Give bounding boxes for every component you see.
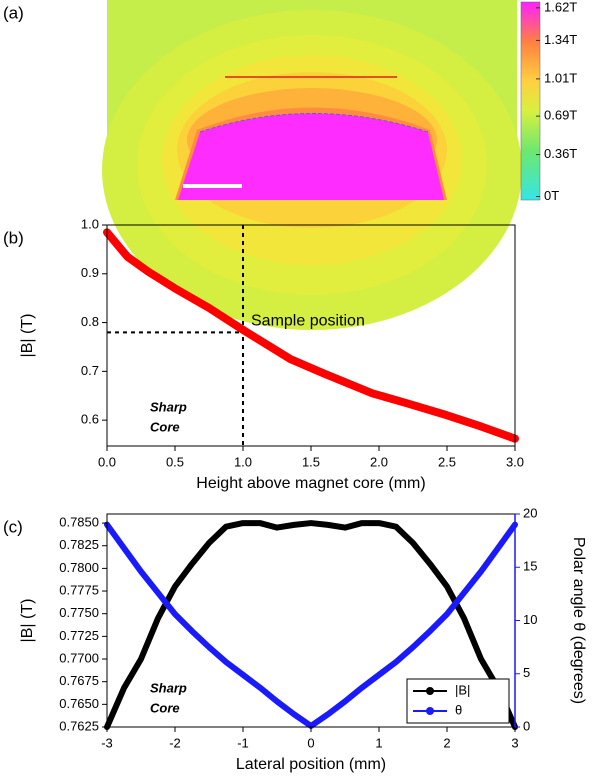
y-tick-label: 0.7750 bbox=[59, 605, 99, 620]
core-label: Core bbox=[150, 700, 180, 715]
colorbar bbox=[520, 1, 541, 201]
panel-label: (c) bbox=[3, 517, 23, 536]
y2-tick-label: 10 bbox=[523, 612, 537, 627]
legend-label: |B| bbox=[455, 682, 470, 697]
core-label: Core bbox=[150, 419, 180, 434]
x-tick-label: 0 bbox=[307, 735, 314, 750]
x-tick-label: 1.5 bbox=[302, 454, 320, 469]
x-tick-label: -3 bbox=[101, 735, 113, 750]
annotation: Sample position bbox=[251, 313, 365, 330]
field-map bbox=[102, 0, 541, 330]
y2-tick-label: 0 bbox=[523, 718, 530, 733]
legend-label: θ bbox=[455, 702, 462, 717]
y-tick-label: 0.7800 bbox=[59, 560, 99, 575]
core-label: Sharp bbox=[150, 399, 187, 414]
y-tick-label: 0.7775 bbox=[59, 582, 99, 597]
y-tick-label: 0.7625 bbox=[59, 718, 99, 733]
y2-axis-title: Polar angle θ (degrees) bbox=[570, 537, 587, 704]
y-tick-label: 0.7650 bbox=[59, 696, 99, 711]
y-tick-label: 0.7850 bbox=[59, 515, 99, 530]
y-axis-title: |B| (T) bbox=[19, 599, 36, 643]
y-tick-label: 0.8 bbox=[81, 314, 99, 329]
y2-tick-label: 15 bbox=[523, 559, 537, 574]
colorbar-label: 1.34T bbox=[544, 32, 577, 47]
y-axis-title: |B| (T) bbox=[19, 314, 36, 358]
colorbar-label: 0T bbox=[544, 188, 559, 203]
x-tick-label: -1 bbox=[237, 735, 249, 750]
y-tick-label: 0.7725 bbox=[59, 628, 99, 643]
x-tick-label: 0.5 bbox=[166, 454, 184, 469]
y2-tick-label: 20 bbox=[523, 505, 537, 520]
core-label: Sharp bbox=[150, 680, 187, 695]
x-tick-label: 1.0 bbox=[234, 454, 252, 469]
y-tick-label: 0.7 bbox=[81, 363, 99, 378]
core-outline bbox=[199, 113, 429, 133]
panel-label: (b) bbox=[3, 228, 24, 247]
y-tick-label: 0.9 bbox=[81, 265, 99, 280]
x-tick-label: 2 bbox=[443, 735, 450, 750]
legend-box bbox=[406, 678, 510, 724]
colorbar-label: 0.69T bbox=[544, 108, 577, 123]
y-tick-label: 1.0 bbox=[81, 216, 99, 231]
legend-marker bbox=[426, 687, 434, 695]
y-tick-label: 0.7700 bbox=[59, 650, 99, 665]
y2-tick-label: 5 bbox=[523, 665, 530, 680]
y-tick-label: 0.7675 bbox=[59, 673, 99, 688]
data-line bbox=[104, 521, 518, 729]
panel-label: (a) bbox=[3, 3, 24, 22]
colorbar-label: 1.01T bbox=[544, 70, 577, 85]
data-line bbox=[104, 520, 518, 730]
x-tick-label: 3.0 bbox=[506, 454, 524, 469]
colorbar-label: 1.62T bbox=[544, 0, 577, 14]
legend-marker bbox=[426, 707, 434, 715]
data-line bbox=[103, 228, 519, 443]
y-tick-label: 0.6 bbox=[81, 412, 99, 427]
x-tick-label: 2.0 bbox=[370, 454, 388, 469]
colorbar-label: 0.36T bbox=[544, 146, 577, 161]
x-tick-label: 3 bbox=[511, 735, 518, 750]
x-axis-title: Lateral position (mm) bbox=[236, 756, 386, 773]
x-tick-label: -2 bbox=[169, 735, 181, 750]
x-tick-label: 0.0 bbox=[98, 454, 116, 469]
x-tick-label: 2.5 bbox=[438, 454, 456, 469]
magnet-core bbox=[178, 113, 444, 200]
x-tick-label: 1 bbox=[375, 735, 382, 750]
x-axis-title: Height above magnet core (mm) bbox=[196, 475, 425, 492]
y-tick-label: 0.7825 bbox=[59, 537, 99, 552]
